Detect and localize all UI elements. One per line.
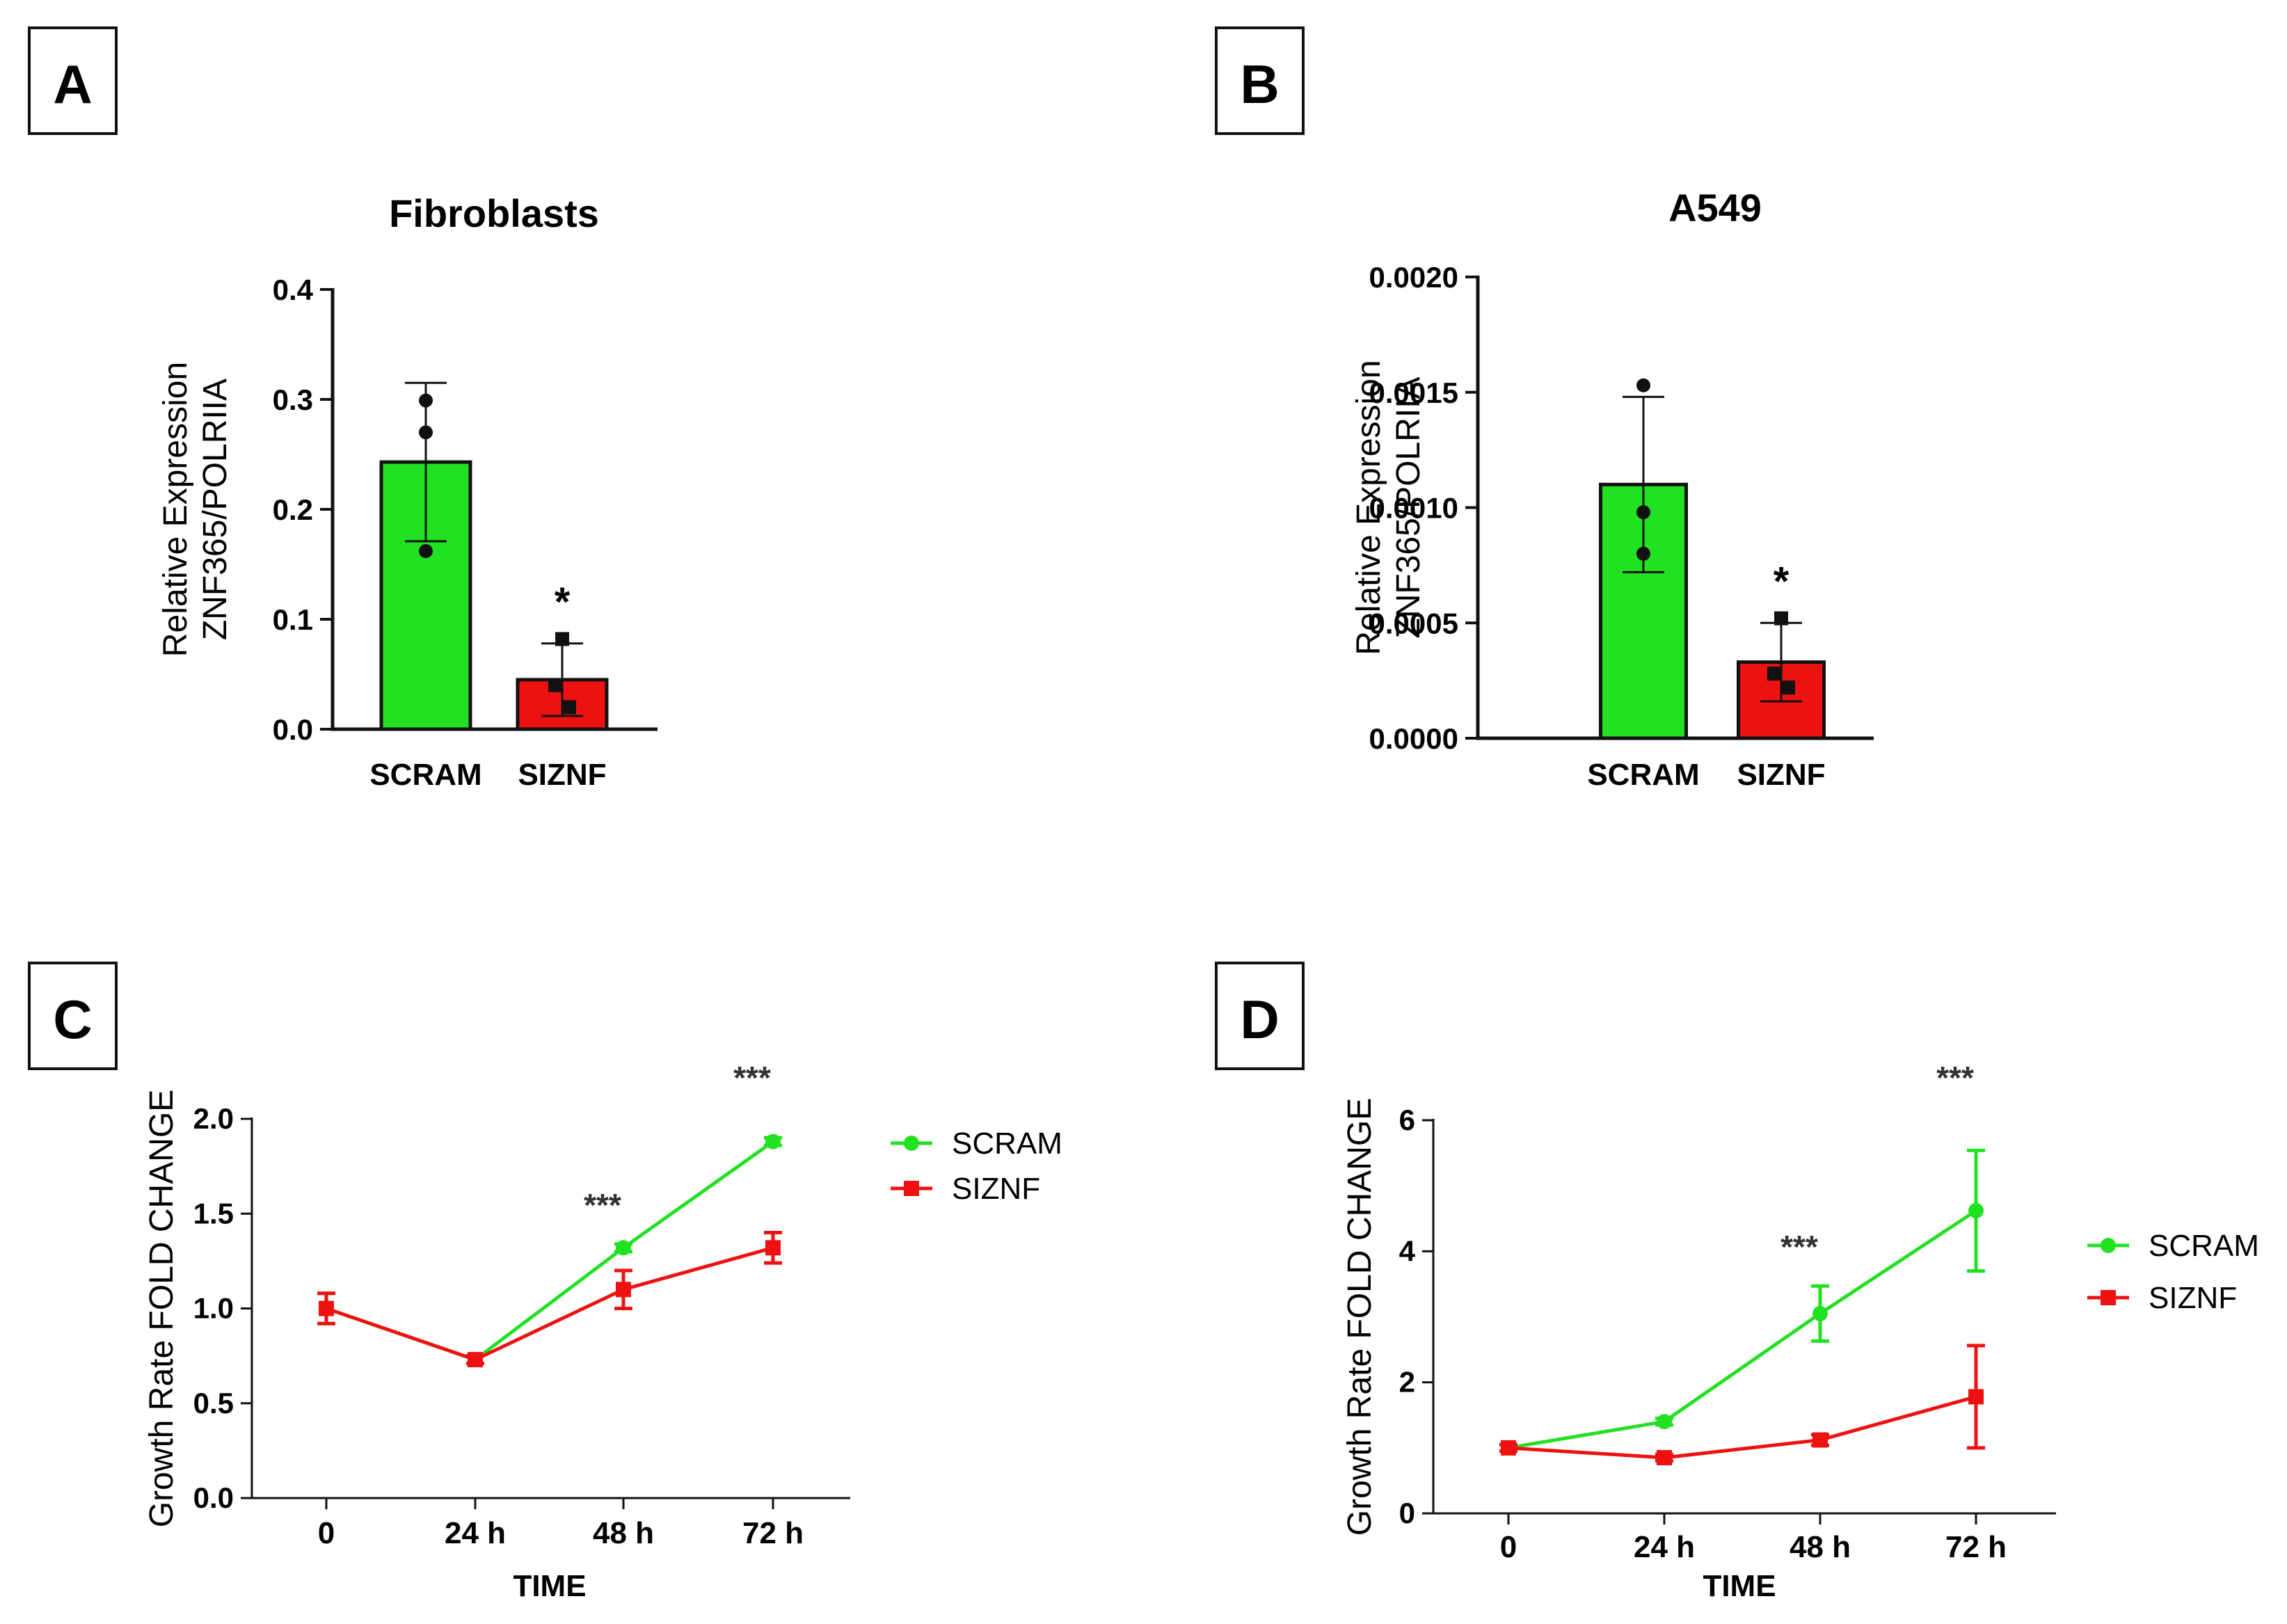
chart-title: Fibroblasts [389, 191, 599, 235]
panel-label-c-text: C [53, 989, 92, 1050]
legend-label-siznf: SIZNF [952, 1172, 1040, 1206]
data-point-scram [616, 1240, 631, 1256]
y-tick-label: 1.5 [193, 1197, 234, 1229]
x-tick-label: 72 h [742, 1516, 804, 1550]
legend-marker-scram [2101, 1238, 2116, 1253]
data-point-siznf [468, 1352, 483, 1368]
chart-d-growth-a549: Growth Rate FOLD CHANGE 0 2 4 6 0 24 h 48 h 72 h… [1341, 1060, 2259, 1603]
y-axis-label-line2: ZNF365/POLRIIA [197, 379, 234, 640]
data-point-square [562, 700, 576, 715]
y-tick-label: 0.1 [273, 603, 313, 636]
data-point-circle [1636, 505, 1650, 520]
chart-a-fibroblasts: Fibroblasts Relative Expression ZNF365/POL… [157, 191, 658, 792]
significance-marker: * [1774, 559, 1790, 604]
significance-marker: *** [1936, 1060, 1974, 1096]
x-category-label: SCRAM [1587, 758, 1699, 792]
y-tick-label: 4 [1399, 1234, 1416, 1267]
panel-label-b-text: B [1240, 54, 1279, 115]
data-point-siznf [765, 1240, 781, 1256]
data-point-siznf [616, 1282, 631, 1298]
data-point-siznf [1968, 1389, 1984, 1405]
x-category-label: SCRAM [369, 758, 481, 792]
y-tick-label: 0.0020 [1369, 261, 1458, 294]
y-tick-label: 0.3 [273, 383, 313, 416]
data-point-square [1774, 611, 1788, 626]
panel-label-a: A [28, 26, 118, 135]
y-tick-label: 2.0 [193, 1102, 234, 1135]
x-category-label: SIZNF [1737, 758, 1825, 792]
y-tick-label: 6 [1399, 1104, 1415, 1136]
data-point-scram [1657, 1414, 1672, 1430]
y-tick-label: 0.2 [273, 493, 313, 526]
panel-label-a-text: A [53, 54, 92, 115]
y-tick-label: 0.4 [273, 273, 314, 306]
data-point-siznf [319, 1300, 334, 1316]
panel-label-d-text: D [1240, 989, 1279, 1050]
y-tick-label: 0.0 [193, 1481, 234, 1514]
significance-marker: *** [584, 1187, 621, 1223]
y-tick-label: 1.0 [193, 1292, 234, 1325]
data-point-square [548, 678, 562, 692]
data-point-square [1781, 680, 1795, 695]
y-axis-label-line2: ZNF365/POLRIIA [1390, 376, 1427, 638]
y-axis-label: Growth Rate FOLD CHANGE [1341, 1098, 1378, 1536]
legend-label-scram: SCRAM [952, 1127, 1062, 1161]
x-axis-label: TIME [513, 1569, 586, 1603]
legend-marker-scram [904, 1136, 919, 1151]
y-axis-label-line1: Relative Expression [157, 362, 194, 657]
y-tick-label: 0.0005 [1369, 607, 1458, 639]
x-category-label: SIZNF [518, 758, 606, 792]
series-line-siznf [326, 1245, 774, 1362]
x-tick-label: 48 h [593, 1516, 654, 1550]
data-point-circle [419, 393, 433, 408]
significance-marker: * [555, 580, 571, 625]
data-point-siznf [1812, 1432, 1828, 1448]
y-tick-label: 0.0010 [1369, 492, 1458, 525]
x-axis-label: TIME [1703, 1569, 1776, 1603]
legend-label-siznf: SIZNF [2149, 1281, 2237, 1315]
legend-marker-siznf [904, 1181, 919, 1196]
y-tick-label: 0.0015 [1369, 376, 1458, 409]
panel-label-d: D [1215, 962, 1305, 1070]
x-tick-label: 24 h [445, 1516, 506, 1550]
legend-label-scram: SCRAM [2149, 1229, 2259, 1263]
data-point-square [1767, 667, 1781, 681]
x-tick-label: 48 h [1790, 1530, 1851, 1564]
significance-marker: *** [733, 1060, 771, 1096]
data-point-scram [1968, 1202, 1984, 1218]
y-axis-label-line1: Relative Expression [1350, 360, 1387, 655]
data-point-circle [1636, 546, 1650, 561]
significance-marker: *** [1780, 1229, 1818, 1265]
series-line-scram [1508, 1209, 1977, 1450]
data-point-scram [765, 1133, 781, 1149]
series-line-siznf [1508, 1394, 1977, 1460]
data-point-square [555, 632, 569, 646]
y-tick-label: 0.5 [193, 1387, 234, 1419]
y-tick-label: 2 [1399, 1366, 1415, 1399]
panel-label-b: B [1215, 26, 1305, 135]
chart-title: A549 [1668, 186, 1762, 230]
data-point-scram [1812, 1305, 1828, 1321]
x-tick-label: 24 h [1634, 1530, 1695, 1564]
panel-label-c: C [28, 962, 118, 1070]
data-point-circle [419, 425, 433, 440]
data-point-circle [1636, 378, 1650, 392]
chart-c-growth-fibroblasts: Growth Rate FOLD CHANGE 0.0 0.5 1.0 1.5 2.0 0 2… [143, 1060, 1062, 1603]
data-point-circle [419, 544, 433, 559]
legend-marker-siznf [2101, 1290, 2116, 1305]
y-tick-label: 0.0 [273, 713, 313, 746]
x-tick-label: 0 [318, 1516, 335, 1550]
x-tick-label: 72 h [1945, 1530, 2007, 1564]
y-tick-label: 0 [1399, 1497, 1415, 1529]
y-axis-label: Growth Rate FOLD CHANGE [143, 1090, 180, 1527]
data-point-siznf [1657, 1449, 1672, 1465]
x-tick-label: 0 [1500, 1530, 1517, 1564]
y-tick-label: 0.0000 [1369, 722, 1458, 755]
data-point-siznf [1501, 1440, 1516, 1456]
